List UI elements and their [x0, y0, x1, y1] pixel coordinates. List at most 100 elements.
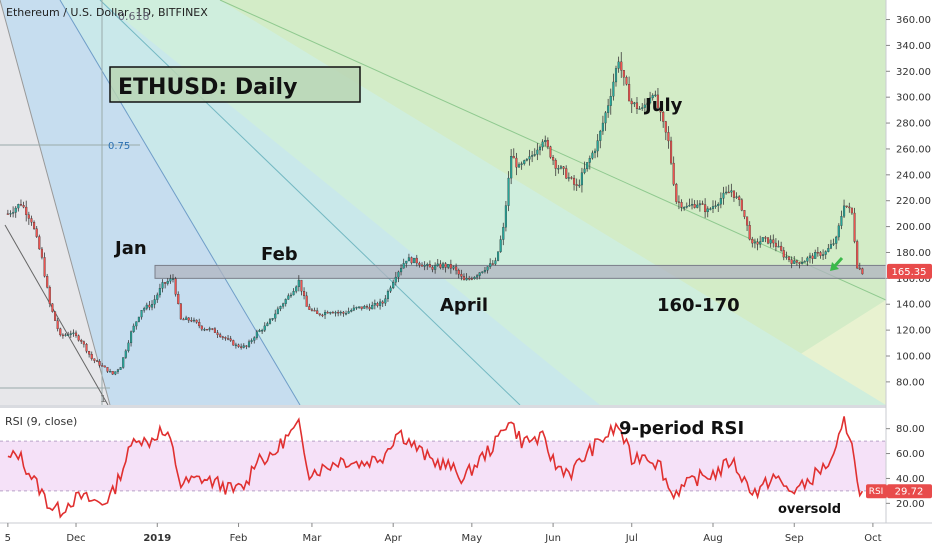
candle — [766, 237, 770, 244]
candle — [449, 264, 452, 269]
candle — [491, 263, 494, 265]
candle — [46, 276, 49, 288]
time-axis[interactable] — [0, 523, 932, 550]
rsi-tick-label: 40.00 — [896, 474, 925, 485]
candle — [316, 310, 319, 314]
rsi-last-value: 29.72 — [895, 487, 924, 498]
candle — [549, 146, 552, 158]
rsi-band — [0, 441, 886, 491]
candle — [677, 201, 680, 203]
candle — [436, 263, 439, 266]
candle — [840, 216, 843, 226]
candle — [268, 319, 272, 324]
price-tick-label: 280.00 — [896, 119, 931, 130]
candle — [643, 104, 646, 108]
candle — [659, 108, 662, 113]
pane-separator[interactable] — [0, 405, 886, 408]
candle — [292, 290, 295, 296]
candle — [200, 325, 203, 330]
candle — [675, 184, 678, 202]
candle — [761, 237, 764, 242]
candle — [300, 279, 303, 292]
annotation-april: April — [440, 295, 488, 316]
candle — [166, 281, 169, 284]
candle — [381, 301, 384, 304]
fib-line — [219, 0, 886, 301]
candle — [774, 242, 777, 247]
candle — [494, 260, 497, 265]
candle — [607, 105, 610, 113]
candle — [88, 351, 91, 355]
rsi-tick-label: 80.00 — [896, 424, 925, 435]
candle — [56, 320, 59, 329]
candle — [546, 140, 549, 147]
candle — [19, 204, 23, 206]
candle — [371, 304, 374, 310]
candle — [80, 340, 83, 342]
candle — [732, 190, 736, 198]
candle — [53, 311, 57, 321]
candle — [415, 257, 418, 264]
candle — [342, 311, 345, 314]
candle — [554, 159, 557, 169]
candle — [486, 266, 489, 271]
candle — [130, 331, 133, 344]
candle — [379, 301, 382, 306]
annotation-jan: Jan — [113, 238, 147, 259]
symbol-label: Ethereum / U.S. Dollar, 1D, BITFINEX — [6, 6, 208, 19]
candle — [858, 267, 861, 270]
candle — [829, 244, 833, 249]
candle — [706, 208, 709, 213]
candle — [814, 252, 817, 259]
candle — [457, 269, 460, 275]
candle — [625, 77, 628, 85]
fib-channel-bands — [0, 0, 886, 405]
annotation-rsi: 9-period RSI — [619, 418, 744, 439]
candle — [418, 262, 421, 266]
candle — [423, 264, 426, 267]
candle — [850, 207, 853, 214]
candle — [483, 270, 486, 272]
candle — [583, 168, 586, 173]
candle — [649, 97, 652, 104]
candle — [670, 140, 673, 164]
candle — [350, 310, 353, 312]
price-tick-label: 160.00 — [896, 274, 931, 285]
price-axis-ticks: 80.00 100.00 120.00 140.00 160.00 180.00 200.0… — [886, 15, 931, 388]
candle — [177, 294, 180, 304]
candle — [806, 257, 809, 262]
candle — [67, 334, 70, 336]
candle — [520, 163, 523, 165]
candle — [748, 225, 751, 240]
candle — [515, 157, 518, 168]
candle — [289, 294, 293, 297]
candle — [253, 337, 256, 341]
candle — [111, 371, 114, 375]
candle — [394, 276, 397, 283]
candle — [835, 236, 838, 244]
candle — [559, 166, 563, 169]
candle — [148, 304, 151, 308]
candle — [725, 191, 728, 194]
candle — [384, 298, 387, 304]
candle — [308, 306, 311, 310]
candle — [544, 140, 547, 143]
candle — [848, 206, 851, 209]
candle — [12, 212, 15, 214]
candle — [103, 365, 106, 368]
candle — [499, 239, 502, 252]
candle — [785, 256, 788, 258]
price-tick-label: 220.00 — [896, 196, 931, 207]
candle — [14, 207, 17, 213]
candle — [803, 261, 806, 263]
time-tick-label: 5 — [5, 533, 11, 544]
candle — [282, 303, 285, 307]
candle — [512, 156, 515, 159]
candle — [575, 184, 578, 186]
price-axis[interactable] — [886, 0, 932, 523]
candle — [538, 146, 542, 151]
time-tick-label: Dec — [66, 533, 85, 544]
rsi-title: RSI (9, close) — [5, 415, 77, 428]
candle — [730, 190, 733, 193]
candle — [709, 208, 712, 210]
